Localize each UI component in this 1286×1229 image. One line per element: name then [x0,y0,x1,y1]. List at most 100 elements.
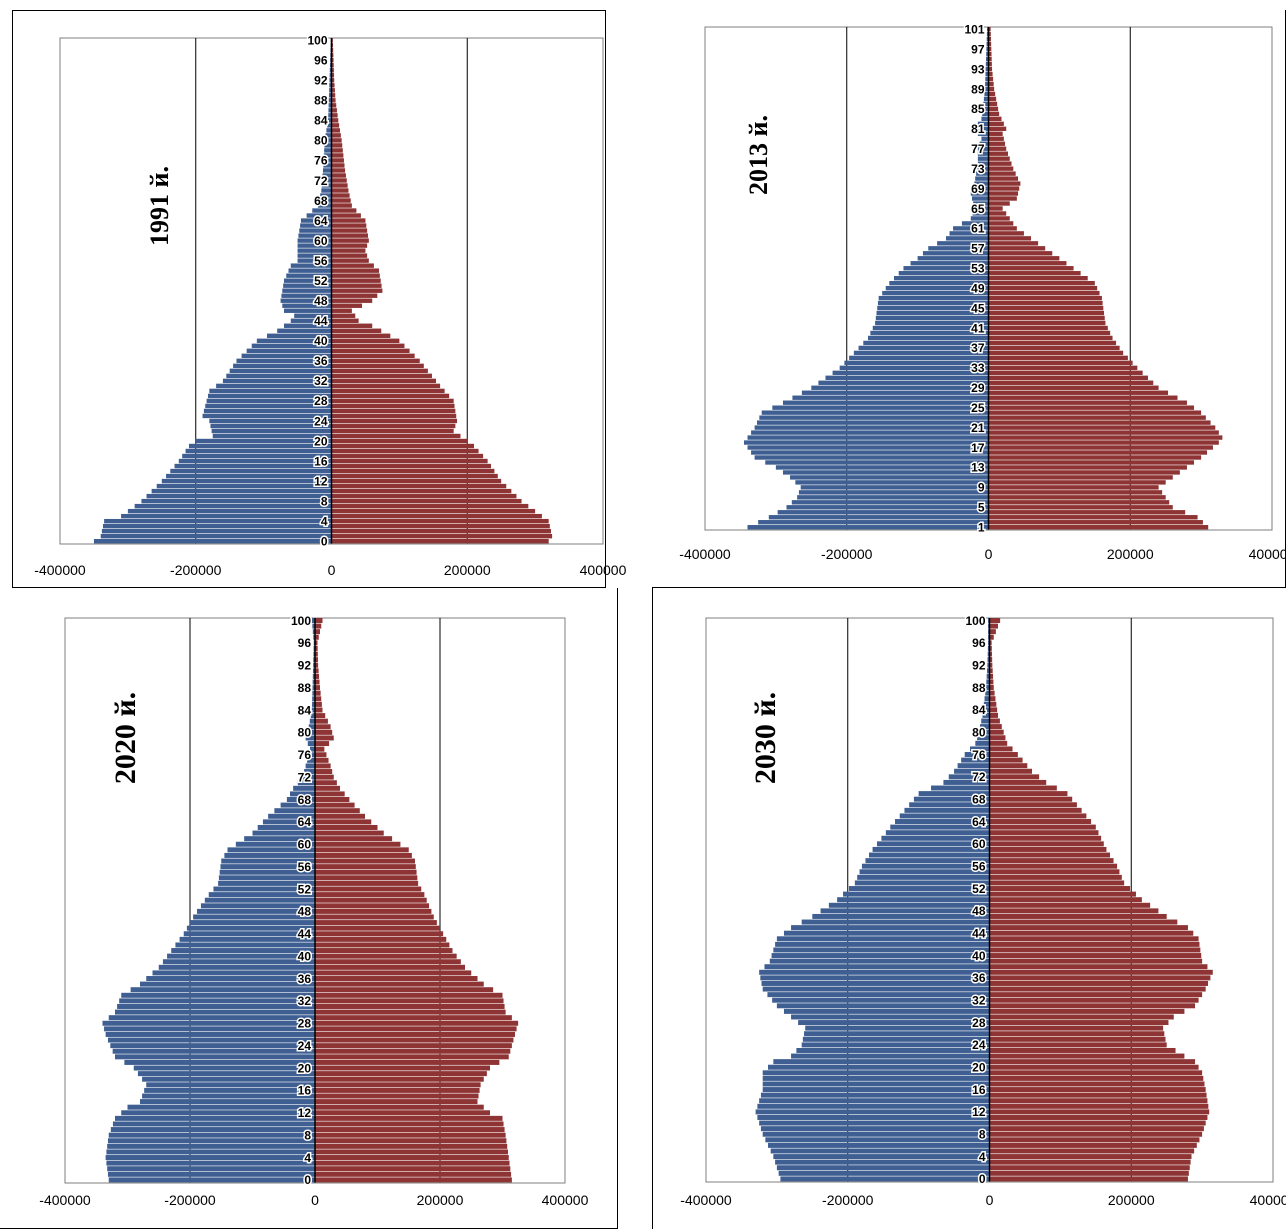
bar-female-age-77 [988,146,1007,151]
bar-male-age-24 [761,410,989,415]
bar-male-age-88 [985,685,990,690]
bar-male-age-79 [981,136,989,141]
bar-male-age-51 [843,891,990,897]
y-tick-label: 101 [964,22,984,36]
bar-male-age-37 [241,353,332,359]
bar-male-age-84 [982,111,989,117]
bar-male-age-1 [778,1170,990,1176]
bar-male-age-53 [218,880,315,886]
bar-male-age-65 [268,813,315,819]
bar-male-age-13 [127,1104,315,1110]
bar-female-age-56 [989,863,1118,869]
bar-female-age-82 [331,128,340,133]
panel-2030: 0 4 8 12 16 20 24 28 32 36 40 44 48 52 56 60 64 68 72 76 80 8… [652,588,1286,1229]
bar-male-age-19 [747,435,989,440]
bar-male-age-59 [872,846,990,852]
bar-female-age-2 [315,1166,511,1172]
bar-male-age-84 [311,707,315,713]
bar-female-age-74 [989,763,1028,769]
bar-female-age-59 [331,243,368,248]
x-tick-label: -200000 [164,1192,216,1208]
bar-female-age-27 [331,403,455,409]
bar-male-age-44 [783,930,990,936]
bar-male-age-73 [976,166,989,171]
bar-male-age-32 [222,378,332,384]
bar-male-age-3 [775,1159,990,1165]
bar-male-age-92 [985,71,989,77]
bar-female-age-80 [331,138,342,143]
bar-female-age-19 [988,435,1223,440]
bar-male-age-58 [297,248,332,253]
y-tick-label: 60 [298,838,312,852]
bar-female-age-29 [988,385,1159,390]
bar-female-age-83 [989,712,999,718]
bar-male-age-43 [776,936,990,942]
bar-male-age-81 [308,724,315,730]
bar-female-age-99 [988,36,991,42]
bar-male-age-70 [974,181,989,186]
bar-male-age-89 [328,93,332,98]
bar-male-age-70 [931,785,990,791]
bar-male-age-93 [985,66,989,72]
bar-female-age-36 [988,350,1124,356]
bar-female-age-86 [989,696,996,702]
bar-male-age-56 [922,251,989,256]
bar-female-age-95 [989,645,992,651]
y-tick-label: 12 [298,1106,312,1120]
y-tick-label: 0 [304,1173,311,1187]
bar-female-age-41 [988,325,1108,331]
bar-male-age-34 [762,986,990,992]
bar-female-age-3 [989,1159,1191,1165]
y-tick-label: 80 [298,726,312,740]
panel-1991: 0 4 8 12 16 20 24 28 32 36 40 44 48 52 56 60 64 68 72 76 80 8… [12,10,627,588]
bar-female-age-6 [331,508,536,514]
bar-female-age-82 [315,718,328,724]
bar-female-age-39 [331,343,405,349]
bar-male-age-21 [773,1059,990,1065]
bar-female-age-85 [988,106,999,112]
bar-female-age-77 [315,746,325,752]
bar-female-age-95 [331,63,334,68]
y-tick-label: 8 [304,1128,311,1142]
bar-male-age-45 [186,925,315,931]
bar-female-age-69 [331,193,350,198]
bar-male-age-82 [977,121,989,127]
bar-female-age-26 [315,1031,515,1037]
bar-male-age-92 [313,662,315,668]
bar-female-age-0 [989,1176,1188,1182]
bar-male-age-63 [970,216,989,221]
bar-female-age-60 [331,238,369,243]
bar-female-age-91 [988,76,994,82]
bar-female-age-43 [315,936,447,942]
x-tick-label: 200000 [1108,1192,1155,1208]
bar-female-age-14 [315,1099,478,1105]
bar-female-age-9 [331,493,517,499]
bar-male-age-40 [167,953,315,959]
bar-female-age-100 [989,618,1001,623]
bar-male-age-81 [325,133,332,138]
x-tick-label: -400000 [39,1192,91,1208]
x-tick-label: 0 [328,562,336,578]
bar-male-age-64 [300,218,332,223]
bar-female-age-56 [331,258,369,263]
bar-male-age-90 [986,673,990,679]
bar-female-age-48 [331,298,373,303]
y-tick-label: 16 [298,1084,312,1098]
y-tick-label: 72 [314,174,328,188]
bar-female-age-71 [331,183,348,188]
bar-male-age-84 [328,118,332,123]
bar-female-age-7 [315,1138,507,1144]
bar-male-age-66 [904,807,990,813]
bar-male-age-26 [804,1031,990,1037]
bar-female-age-89 [989,679,994,685]
bar-male-age-64 [262,819,315,825]
bar-male-age-7 [134,503,332,509]
bar-female-age-89 [331,93,336,98]
y-tick-label: 28 [298,1017,312,1031]
bar-female-age-99 [989,623,999,629]
y-tick-label: 76 [298,748,312,762]
bar-female-age-33 [315,992,503,998]
bar-male-age-41 [773,947,990,953]
bar-female-age-15 [989,1092,1207,1098]
bar-female-age-88 [989,685,994,690]
